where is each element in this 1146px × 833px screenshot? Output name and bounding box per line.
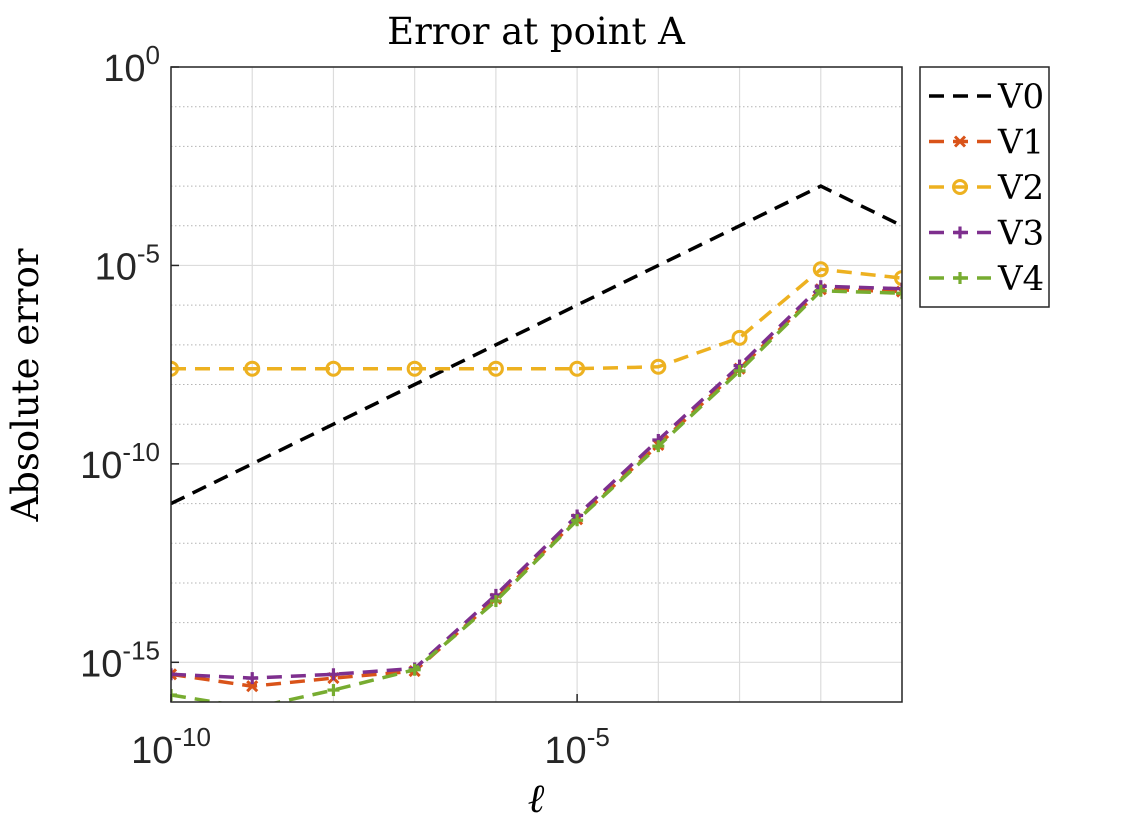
marker-plus <box>733 364 746 377</box>
legend-item-v4: V4 <box>929 259 1044 299</box>
marker-plus <box>171 668 177 681</box>
legend-label: V0 <box>997 77 1044 117</box>
legend-label: V3 <box>997 214 1044 254</box>
marker-circle <box>894 270 902 287</box>
marker-x <box>171 668 178 681</box>
y-tick-label: 10-15 <box>80 635 160 685</box>
marker-plus <box>327 668 340 681</box>
marker-circle <box>650 358 667 375</box>
marker-plus <box>814 284 827 297</box>
marker-x-stroke <box>895 289 902 298</box>
marker-plus <box>896 287 902 300</box>
series-layer <box>171 184 902 714</box>
marker-circle <box>487 360 504 377</box>
marker-plus <box>246 672 259 685</box>
series-line-v0 <box>171 184 902 506</box>
legend-item-v2: V2 <box>929 168 1044 208</box>
series-v4 <box>171 284 902 714</box>
series-v0 <box>171 184 902 506</box>
x-tick-label: 10-10 <box>131 722 211 772</box>
marker-plus <box>489 595 502 608</box>
legend-item-v0: V0 <box>929 77 1044 117</box>
marker-plus <box>896 282 902 295</box>
marker-circle <box>244 360 261 377</box>
marker-x <box>953 135 967 148</box>
marker-x-stroke <box>171 672 178 681</box>
series-line-v2 <box>171 267 902 371</box>
plot-frame <box>170 66 903 703</box>
legend-label: V2 <box>997 168 1044 208</box>
marker-x-stroke <box>246 680 259 693</box>
legend-label: V1 <box>997 123 1044 163</box>
marker-circle <box>171 360 179 377</box>
y-tick-label: 100 <box>103 40 160 90</box>
marker-circle <box>952 179 968 195</box>
series-line-v4 <box>171 289 902 702</box>
series-line-v3 <box>171 284 902 680</box>
marker-plus <box>327 684 340 697</box>
chart-title: Error at point A <box>387 10 686 53</box>
marker-plus <box>954 226 966 239</box>
x-tick-label: 10-5 <box>544 722 609 772</box>
legend-label: V4 <box>997 259 1044 299</box>
marker-circle <box>812 261 829 278</box>
ticks: 10-10 10-5 100 10-5 10-10 10-15 <box>80 40 610 772</box>
legend-item-v3: V3 <box>929 214 1044 254</box>
y-tick-label: 10-5 <box>95 238 160 288</box>
marker-circle <box>406 360 423 377</box>
legend-item-v1: V1 <box>929 123 1044 163</box>
marker-circle <box>731 329 748 346</box>
marker-plus <box>171 689 177 702</box>
marker-x-stroke <box>953 135 967 148</box>
marker-plus <box>408 663 421 676</box>
marker-circle <box>569 360 586 377</box>
x-axis-label: ℓ <box>528 776 545 822</box>
marker-plus <box>652 440 665 453</box>
marker-plus <box>571 514 584 527</box>
marker-x-stroke <box>171 668 178 677</box>
y-axis-label: Absolute error <box>4 248 47 522</box>
marker-plus <box>954 272 966 284</box>
marker-plus <box>246 702 258 714</box>
marker-circle <box>325 360 342 377</box>
legend: V0 V1 V2 V3 V4 <box>919 66 1050 308</box>
marker-x <box>246 680 259 693</box>
y-tick-label: 10-10 <box>80 437 160 487</box>
series-v2 <box>171 261 902 377</box>
